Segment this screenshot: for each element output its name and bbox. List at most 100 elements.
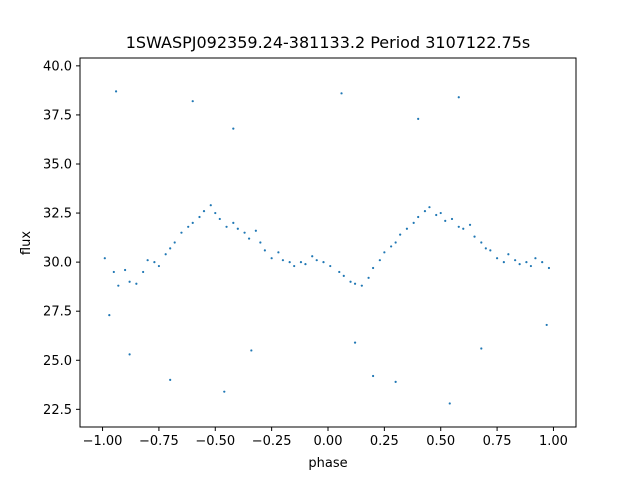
data-point (349, 280, 352, 283)
data-point (399, 233, 402, 236)
data-point (547, 266, 551, 270)
data-point (263, 249, 266, 252)
data-point (444, 219, 447, 223)
data-point (405, 227, 409, 230)
data-point (329, 264, 332, 268)
x-tick-label: −0.25 (252, 434, 292, 449)
data-point (114, 90, 118, 93)
data-point (103, 257, 106, 260)
data-point (428, 206, 431, 209)
data-point (225, 225, 228, 228)
data-point (545, 323, 548, 327)
data-point (169, 247, 172, 250)
data-point (383, 251, 386, 254)
data-point (541, 261, 544, 264)
data-point (173, 241, 176, 244)
data-point (367, 276, 370, 279)
data-point (304, 262, 307, 266)
x-tick-label: −0.50 (195, 434, 235, 449)
data-point (489, 249, 492, 252)
data-point (371, 374, 375, 378)
y-axis: 22.5 25.0 27.5 30.0 32.5 35.0 37.5 40.0 (43, 59, 80, 418)
data-point (270, 257, 273, 260)
data-point (360, 284, 363, 287)
x-axis: −1.00 −0.75 −0.50 −0.25 0.00 0.25 0.50 0.75 1.00 (83, 427, 568, 449)
data-point (417, 215, 420, 219)
y-tick-label: 37.5 (43, 108, 72, 123)
data-point (518, 262, 521, 266)
data-point (277, 251, 280, 254)
data-point (322, 261, 325, 264)
data-point (525, 261, 528, 264)
x-tick-label: −1.00 (83, 434, 123, 449)
data-point (214, 211, 217, 215)
data-point (468, 223, 472, 226)
data-point (353, 341, 357, 344)
data-point (142, 270, 145, 274)
data-point (108, 314, 111, 317)
data-point (123, 268, 127, 272)
data-point (157, 264, 161, 268)
data-point (191, 100, 194, 103)
data-point (394, 241, 397, 244)
y-tick-label: 30.0 (43, 256, 72, 271)
y-tick-label: 32.5 (43, 207, 72, 222)
data-point (218, 217, 221, 221)
data-point (202, 209, 206, 213)
y-tick-label: 25.0 (43, 354, 72, 369)
data-point (187, 225, 190, 228)
data-point (128, 353, 131, 356)
y-tick-label: 27.5 (43, 305, 72, 320)
x-tick-label: −0.75 (139, 434, 179, 449)
data-point (135, 282, 138, 285)
y-tick-label: 35.0 (43, 157, 72, 172)
data-point (480, 241, 483, 244)
data-point (117, 284, 120, 287)
y-tick-label: 40.0 (43, 59, 72, 74)
data-points (103, 90, 551, 405)
data-point (315, 259, 318, 262)
data-point (353, 282, 357, 285)
data-point (417, 117, 420, 120)
data-point (378, 259, 381, 262)
data-point (457, 96, 460, 99)
x-tick-label: 1.00 (539, 434, 568, 449)
data-point (250, 349, 253, 352)
data-point (435, 213, 438, 217)
data-point (484, 247, 487, 250)
data-point (153, 261, 156, 264)
data-point (338, 270, 341, 274)
data-point (146, 259, 149, 262)
data-point (180, 231, 183, 234)
data-point (232, 127, 235, 130)
chart-title: 1SWASPJ092359.24-381133.2 Period 3107122… (126, 33, 531, 52)
data-point (247, 237, 251, 240)
data-point (480, 347, 483, 350)
data-point (507, 253, 510, 256)
data-point (529, 264, 533, 268)
data-point (112, 270, 115, 274)
data-point (394, 380, 397, 383)
data-point (473, 235, 476, 238)
data-point (448, 402, 451, 405)
data-point (462, 227, 465, 230)
data-point (495, 257, 499, 260)
data-point (164, 253, 167, 256)
data-point (340, 92, 343, 95)
x-tick-label: 0.00 (314, 434, 343, 449)
data-point (259, 241, 262, 244)
data-point (534, 257, 537, 260)
data-point (243, 231, 246, 234)
data-point (502, 261, 505, 264)
y-axis-title: flux (19, 231, 34, 255)
data-point (236, 227, 239, 230)
data-point (223, 390, 226, 393)
data-point (281, 259, 285, 262)
data-point (254, 229, 257, 232)
data-point (371, 266, 375, 270)
data-point (293, 264, 296, 268)
data-point (198, 215, 201, 219)
data-point (299, 261, 303, 264)
data-point (169, 378, 172, 381)
